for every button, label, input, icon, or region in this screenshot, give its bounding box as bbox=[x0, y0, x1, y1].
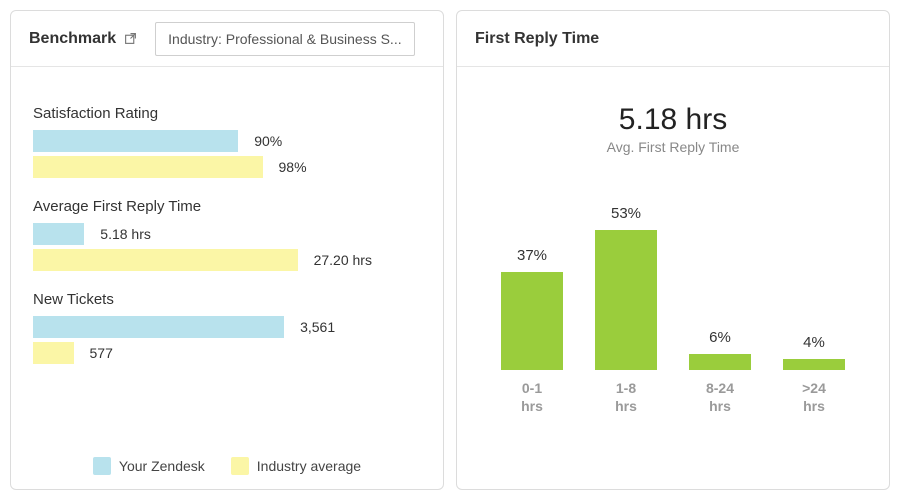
bar-row-your: 90% bbox=[33, 130, 421, 152]
bar-fill-your bbox=[33, 316, 284, 338]
histogram-column: 4% >24hrs bbox=[780, 334, 848, 415]
first-reply-header: First Reply Time bbox=[457, 11, 889, 67]
legend-industry-average: Industry average bbox=[231, 457, 361, 475]
bar-fill-industry bbox=[33, 249, 298, 271]
histogram-percent-label: 37% bbox=[517, 247, 547, 264]
histogram-category-label: 8-24hrs bbox=[706, 380, 734, 415]
histogram-bar bbox=[501, 272, 563, 370]
benchmark-body: Satisfaction Rating 90% 98% Average First R… bbox=[11, 67, 443, 489]
bar-row-industry: 27.20 hrs bbox=[33, 249, 421, 271]
bar-fill-industry bbox=[33, 342, 74, 364]
benchmark-legend: Your Zendesk Industry average bbox=[33, 443, 421, 475]
metric-title: Satisfaction Rating bbox=[33, 105, 421, 122]
bar-value-label: 98% bbox=[279, 159, 307, 175]
avg-first-reply-subtitle: Avg. First Reply Time bbox=[479, 139, 867, 155]
histogram-percent-label: 53% bbox=[611, 205, 641, 222]
metric-block: Average First Reply Time 5.18 hrs 27.20 hr… bbox=[33, 198, 421, 271]
swatch-industry-average bbox=[231, 457, 249, 475]
metric-title: Average First Reply Time bbox=[33, 198, 421, 215]
bar-fill-your bbox=[33, 223, 84, 245]
external-link-icon[interactable] bbox=[124, 32, 137, 45]
legend-your-zendesk: Your Zendesk bbox=[93, 457, 205, 475]
benchmark-title: Benchmark bbox=[29, 30, 116, 48]
bar-fill-your bbox=[33, 130, 238, 152]
first-reply-stat: 5.18 hrs Avg. First Reply Time bbox=[479, 103, 867, 155]
bar-row-your: 3,561 bbox=[33, 316, 421, 338]
bar-value-label: 3,561 bbox=[300, 319, 335, 335]
benchmark-panel: Benchmark Industry: Professional & Busin… bbox=[10, 10, 444, 490]
histogram-category-label: >24hrs bbox=[802, 380, 826, 415]
first-reply-histogram: 37% 0-1hrs 53% 1-8hrs 6% 8-24hrs 4% >24hrs bbox=[479, 185, 867, 415]
bar-value-label: 5.18 hrs bbox=[100, 226, 151, 242]
bar-value-label: 90% bbox=[254, 133, 282, 149]
metric-block: New Tickets 3,561 577 bbox=[33, 291, 421, 364]
first-reply-title: First Reply Time bbox=[475, 30, 599, 48]
first-reply-body: 5.18 hrs Avg. First Reply Time 37% 0-1hrs… bbox=[457, 67, 889, 489]
bar-row-industry: 98% bbox=[33, 156, 421, 178]
legend-your-label: Your Zendesk bbox=[119, 458, 205, 474]
industry-dropdown[interactable]: Industry: Professional & Business S... bbox=[155, 22, 415, 56]
histogram-bar bbox=[689, 354, 751, 370]
bar-row-your: 5.18 hrs bbox=[33, 223, 421, 245]
metric-title: New Tickets bbox=[33, 291, 421, 308]
histogram-column: 6% 8-24hrs bbox=[686, 329, 754, 415]
legend-industry-label: Industry average bbox=[257, 458, 361, 474]
histogram-column: 53% 1-8hrs bbox=[592, 205, 660, 415]
bar-row-industry: 577 bbox=[33, 342, 421, 364]
histogram-bar bbox=[595, 230, 657, 370]
first-reply-panel: First Reply Time 5.18 hrs Avg. First Rep… bbox=[456, 10, 890, 490]
bar-value-label: 577 bbox=[90, 345, 113, 361]
histogram-category-label: 1-8hrs bbox=[615, 380, 637, 415]
bar-fill-industry bbox=[33, 156, 263, 178]
metric-block: Satisfaction Rating 90% 98% bbox=[33, 105, 421, 178]
avg-first-reply-value: 5.18 hrs bbox=[479, 103, 867, 137]
histogram-column: 37% 0-1hrs bbox=[498, 247, 566, 415]
benchmark-header: Benchmark Industry: Professional & Busin… bbox=[11, 11, 443, 67]
histogram-bar bbox=[783, 359, 845, 370]
swatch-your-zendesk bbox=[93, 457, 111, 475]
histogram-category-label: 0-1hrs bbox=[521, 380, 543, 415]
histogram-percent-label: 6% bbox=[709, 329, 731, 346]
bar-value-label: 27.20 hrs bbox=[314, 252, 372, 268]
histogram-percent-label: 4% bbox=[803, 334, 825, 351]
